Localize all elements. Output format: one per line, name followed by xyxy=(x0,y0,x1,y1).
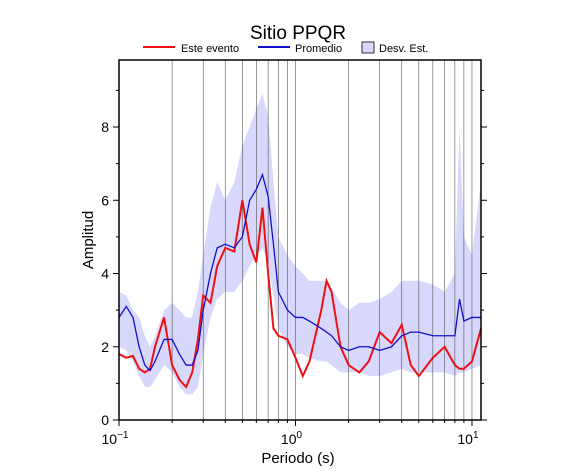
x-tick-exponent: 1 xyxy=(473,430,479,441)
plot-frame xyxy=(118,59,482,421)
x-tick-label: 100 xyxy=(281,430,303,447)
x-tick-label: 101 xyxy=(457,430,479,447)
y-tick-label: 4 xyxy=(101,266,109,282)
y-axis-label: Amplitud xyxy=(80,211,97,269)
x-tick-base: 10 xyxy=(102,431,118,447)
chart-title: Sitio PPQR xyxy=(250,23,346,44)
x-tick-exponent: 0 xyxy=(296,430,302,441)
legend-label: Desv. Est. xyxy=(379,43,428,55)
y-tick-label: 0 xyxy=(101,412,109,428)
legend-label: Promedio xyxy=(295,43,342,55)
x-tick-label: 10−1 xyxy=(102,430,129,447)
legend-label: Este evento xyxy=(181,43,239,55)
x-tick-exponent: −1 xyxy=(117,430,129,441)
y-tick-label: 2 xyxy=(101,339,109,355)
series-line xyxy=(118,200,482,389)
x-tick-base: 10 xyxy=(457,431,473,447)
series-line xyxy=(118,172,481,372)
y-tick-label: 8 xyxy=(101,119,109,135)
legend-swatch xyxy=(361,41,375,54)
x-axis-label: Periodo (s) xyxy=(261,450,334,467)
x-tick-base: 10 xyxy=(281,431,297,447)
y-tick-label: 6 xyxy=(101,192,109,208)
std-band xyxy=(119,94,481,395)
